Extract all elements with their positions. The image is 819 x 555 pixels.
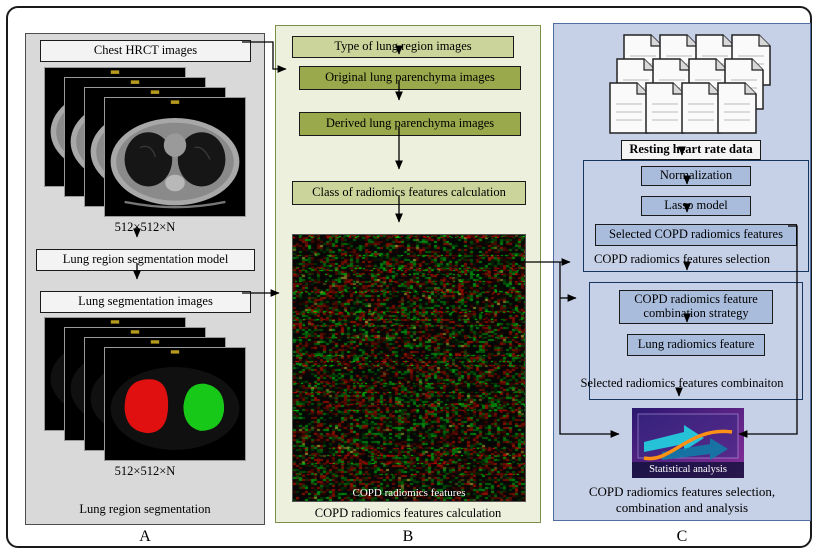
panel-b-caption: COPD radiomics features calculation (276, 506, 540, 521)
document-page-icon (681, 82, 721, 134)
segmented-lung-image-stack (44, 317, 246, 461)
selected-copd-radiomics-features-box: Selected COPD radiomics features (595, 224, 797, 246)
heatmap-canvas (293, 235, 525, 501)
lung-radiomics-feature-box: Lung radiomics feature (627, 334, 765, 356)
statistical-analysis-image: Statistical analysis (632, 408, 744, 478)
radiomics-features-heatmap: COPD radiomics features (292, 234, 526, 502)
chest-hrct-images-box: Chest HRCT images (40, 40, 251, 62)
lung-segmentation-images-box: Lung segmentation images (40, 291, 251, 313)
chest-ct-image-stack (44, 67, 246, 217)
panel-c-label: C (553, 528, 811, 546)
panel-a-label: A (25, 528, 265, 546)
derived-lung-parenchyma-box: Derived lung parenchyma images (299, 112, 521, 136)
segmented-slice-image (104, 347, 246, 461)
normalization-box: Normalization (641, 166, 751, 186)
document-page-icon (717, 82, 757, 134)
figure-frame: Chest HRCT images 512×512×N Lung region … (6, 6, 812, 548)
resting-heart-rate-data-label: Resting heart rate data (621, 140, 761, 160)
panel-a-caption: Lung region segmentation (26, 502, 264, 517)
stat-caption: Statistical analysis (632, 464, 744, 475)
panel-c-caption-line2: combination and analysis (554, 500, 810, 516)
image-dimensions-bottom: 512×512×N (26, 464, 264, 479)
heatmap-caption: COPD radiomics features (293, 487, 525, 499)
ct-slice-image (104, 97, 246, 217)
panel-b-radiomics-calculation: Type of lung region images Original lung… (275, 25, 541, 523)
class-of-radiomics-features-box: Class of radiomics features calculation (292, 181, 526, 205)
image-dimensions-top: 512×512×N (26, 220, 264, 235)
original-lung-parenchyma-box: Original lung parenchyma images (299, 66, 521, 90)
combination-caption: Selected radiomics features combinaiton (554, 376, 810, 391)
document-page-icon (645, 82, 685, 134)
type-of-lung-region-images-box: Type of lung region images (292, 36, 514, 58)
selection-caption: COPD radiomics features selection (554, 252, 810, 267)
document-page-icon (609, 82, 649, 134)
panel-b-label: B (275, 528, 541, 546)
lasso-model-box: Lasso model (641, 196, 751, 216)
combination-strategy-box: COPD radiomics feature combination strat… (619, 290, 773, 324)
panel-a-lung-segmentation: Chest HRCT images 512×512×N Lung region … (25, 33, 265, 525)
lung-region-segmentation-model-box: Lung region segmentation model (36, 249, 255, 271)
panel-c-selection-combination-analysis: Resting heart rate data Normalization La… (553, 23, 811, 521)
document-pile-icon (609, 34, 769, 156)
panel-c-caption-line1: COPD radiomics features selection, (554, 484, 810, 500)
